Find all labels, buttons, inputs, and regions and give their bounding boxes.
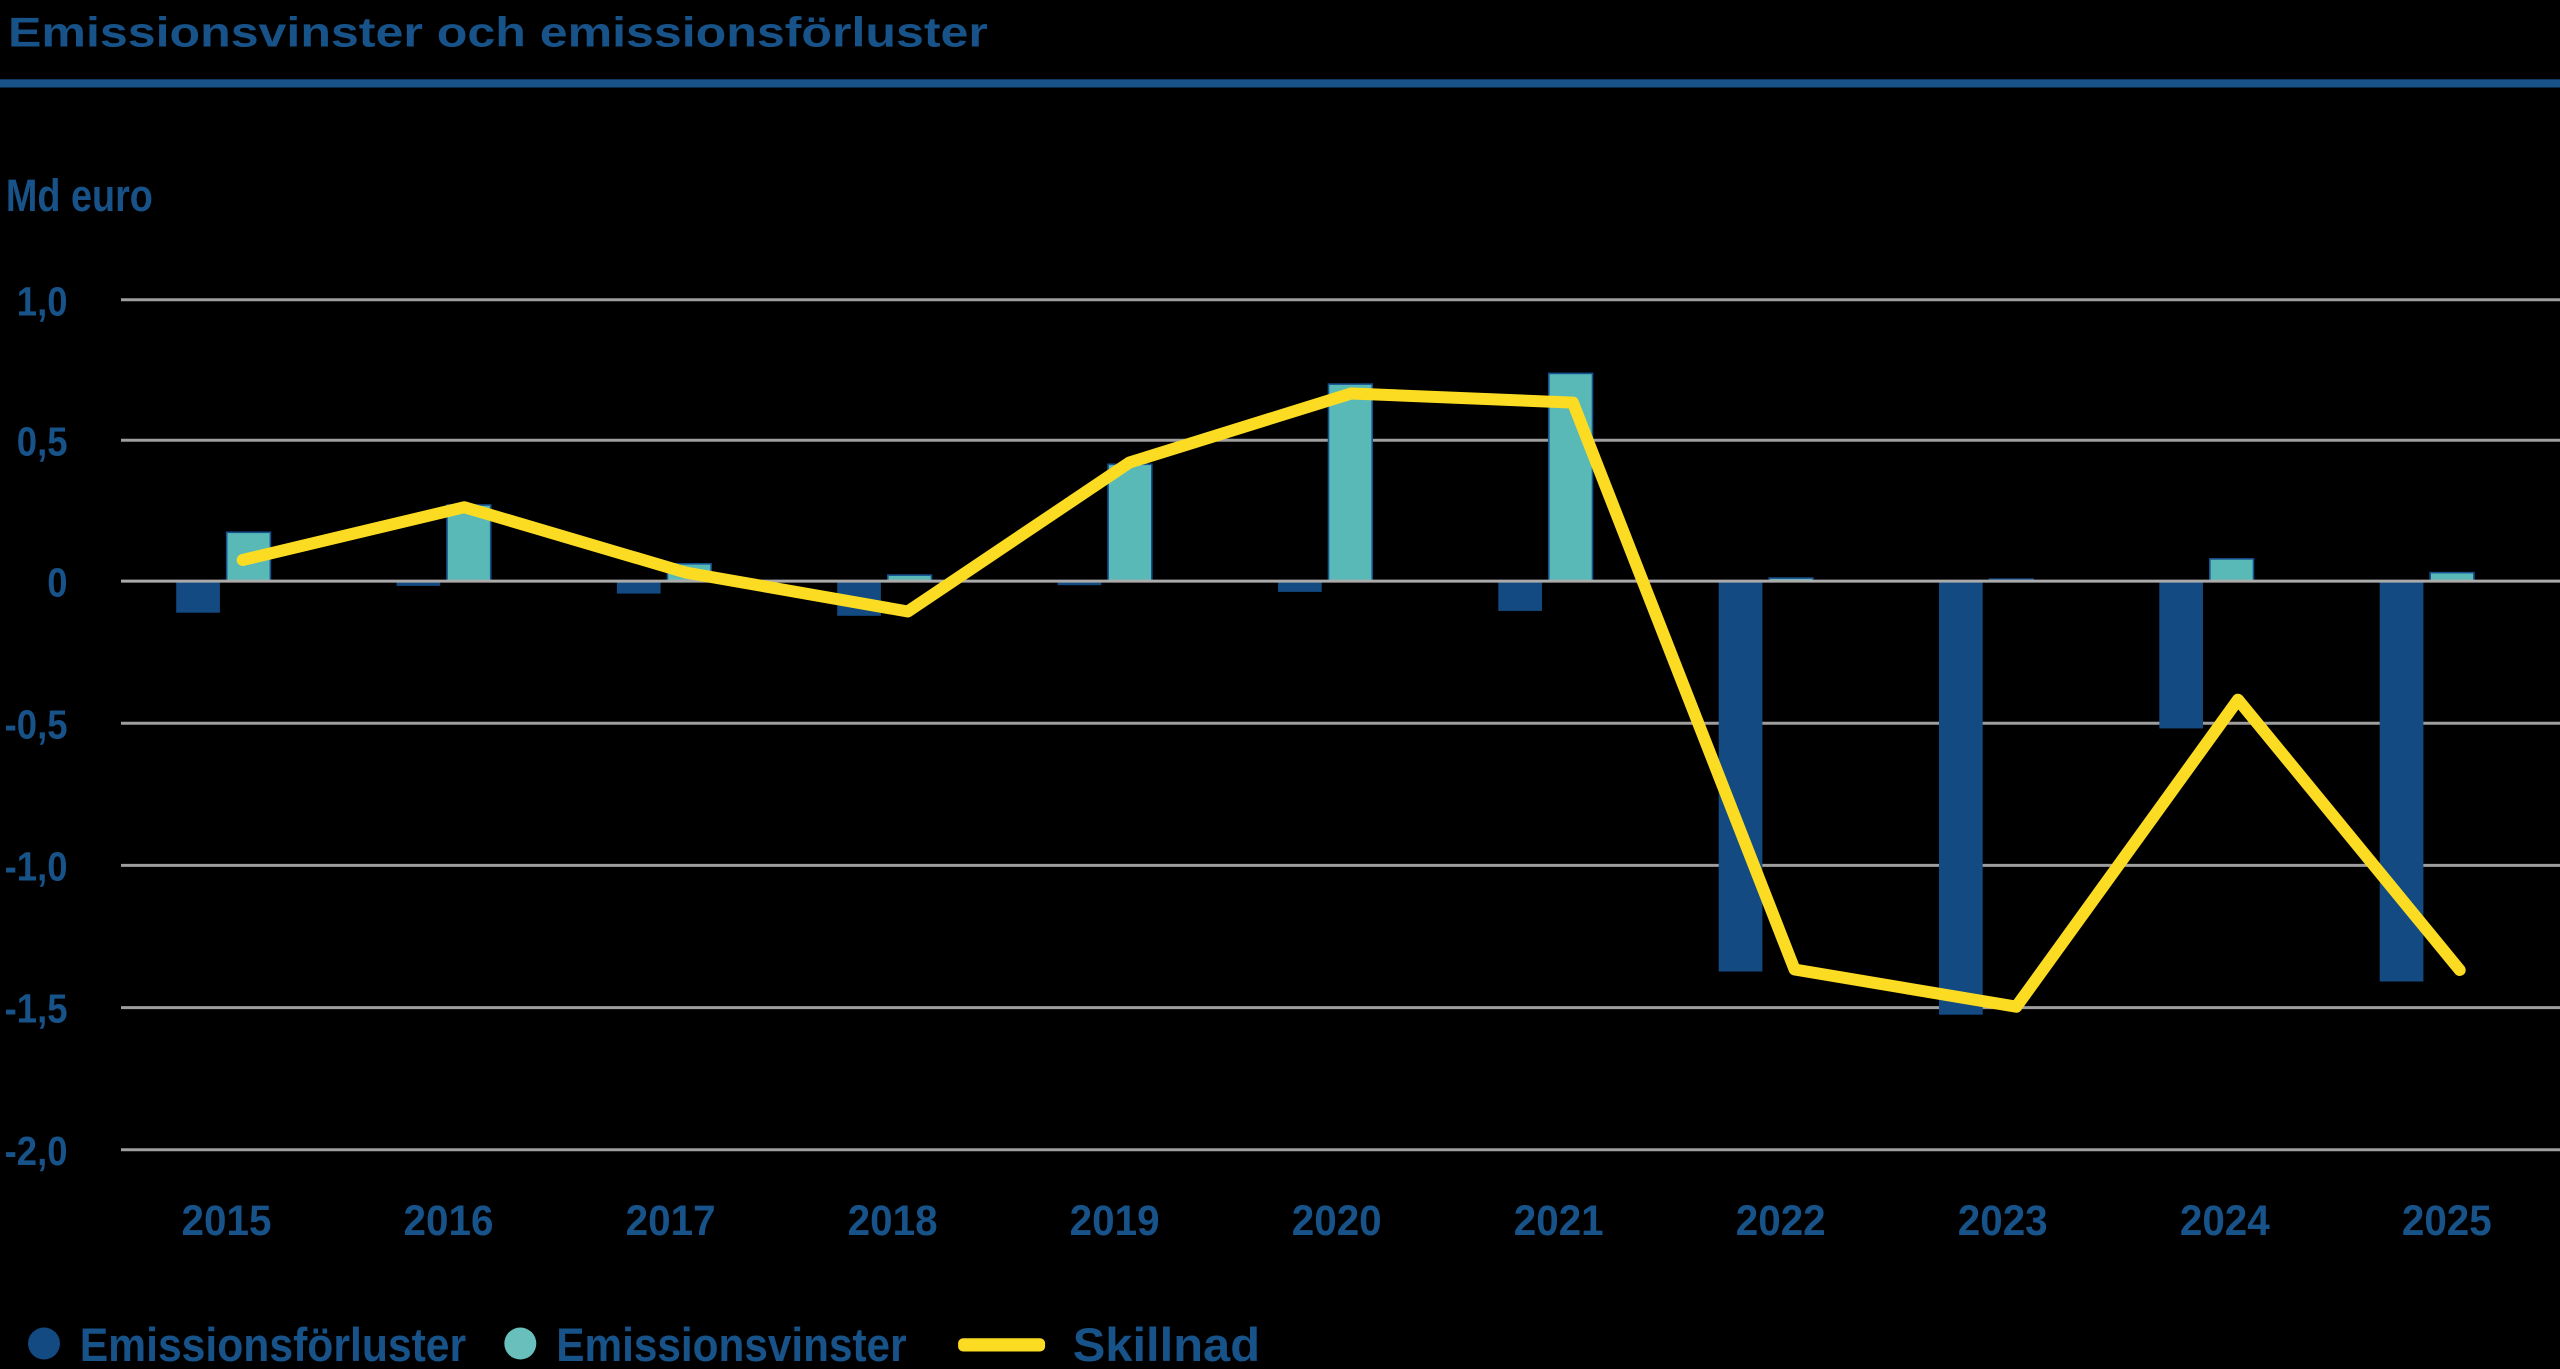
svg-text:Skillnad: Skillnad	[1073, 1320, 1260, 1369]
svg-text:0,5: 0,5	[17, 420, 68, 465]
svg-text:2015: 2015	[182, 1196, 272, 1244]
svg-text:Emissionsvinster och emissions: Emissionsvinster och emissionsförluster	[8, 8, 988, 55]
svg-text:-1,5: -1,5	[5, 987, 68, 1032]
svg-text:2016: 2016	[404, 1196, 494, 1244]
svg-text:2017: 2017	[626, 1196, 716, 1244]
svg-text:2022: 2022	[1736, 1196, 1826, 1244]
svg-text:-1,0: -1,0	[5, 845, 68, 890]
svg-text:-2,0: -2,0	[5, 1129, 68, 1174]
svg-text:-0,5: -0,5	[5, 703, 68, 748]
svg-text:0: 0	[47, 561, 67, 606]
svg-text:Emissionsvinster: Emissionsvinster	[556, 1320, 906, 1369]
svg-text:2024: 2024	[2180, 1196, 2270, 1244]
svg-text:2025: 2025	[2402, 1196, 2492, 1244]
svg-text:2018: 2018	[848, 1196, 938, 1244]
svg-text:Emissionsförluster: Emissionsförluster	[80, 1318, 466, 1369]
svg-text:2021: 2021	[1514, 1196, 1604, 1244]
svg-text:2023: 2023	[1958, 1196, 2048, 1244]
svg-text:Md euro: Md euro	[6, 170, 153, 221]
svg-text:1,0: 1,0	[17, 279, 68, 324]
svg-text:2019: 2019	[1070, 1196, 1160, 1244]
svg-text:2020: 2020	[1292, 1196, 1382, 1244]
